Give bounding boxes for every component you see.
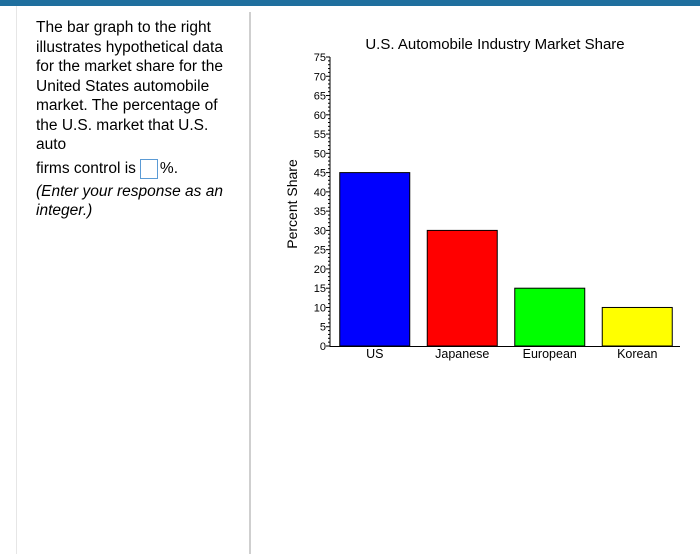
- chart-title: U.S. Automobile Industry Market Share: [365, 36, 624, 53]
- question-panel: The bar graph to the right illustrates h…: [36, 18, 236, 221]
- x-tick-label: US: [366, 347, 383, 361]
- y-tick-label: 65: [314, 91, 326, 103]
- question-text: The bar graph to the right illustrates h…: [36, 19, 223, 153]
- left-border: [16, 6, 17, 554]
- top-bar: [0, 0, 700, 6]
- y-tick-label: 55: [314, 129, 326, 141]
- bar-japanese: [426, 229, 498, 347]
- y-tick-label: 35: [314, 206, 326, 218]
- bar-korean: [601, 306, 673, 347]
- y-tick-label: 20: [314, 264, 326, 276]
- y-tick-label: 15: [314, 283, 326, 295]
- x-label-group: US Japanese European Korean: [366, 347, 657, 361]
- y-tick-label: 5: [320, 322, 326, 334]
- y-tick-label: 30: [314, 225, 326, 237]
- y-tick-label: 50: [314, 148, 326, 160]
- bar-group: [339, 172, 673, 347]
- answer-input-box[interactable]: [139, 158, 158, 179]
- y-tick-label: 45: [314, 168, 326, 180]
- y-tick-label: 40: [314, 187, 326, 199]
- x-tick-label: European: [523, 347, 577, 361]
- bar-european: [514, 287, 586, 347]
- answer-prefix: firms control is: [36, 159, 136, 177]
- y-tick-label: 70: [314, 71, 326, 83]
- y-tick-label: 75: [314, 52, 326, 64]
- y-tick-label: 25: [314, 245, 326, 257]
- y-tick-label: 0: [320, 341, 326, 353]
- y-axis-label: Percent Share: [284, 159, 300, 249]
- y-tick-label: 10: [314, 302, 326, 314]
- x-tick-label: Korean: [617, 347, 657, 361]
- x-tick-label: Japanese: [435, 347, 489, 361]
- bar-us: [339, 172, 411, 347]
- panel-divider: [249, 12, 251, 554]
- answer-suffix: %.: [159, 159, 178, 177]
- answer-hint: (Enter your response as an integer.): [36, 182, 223, 220]
- answer-line: firms control is %.: [36, 158, 236, 179]
- y-tick-label: 60: [314, 110, 326, 122]
- y-tick-group: 0 5 10 15 20 25 30 35 40 45 50 55 60 65 70 75: [314, 52, 330, 353]
